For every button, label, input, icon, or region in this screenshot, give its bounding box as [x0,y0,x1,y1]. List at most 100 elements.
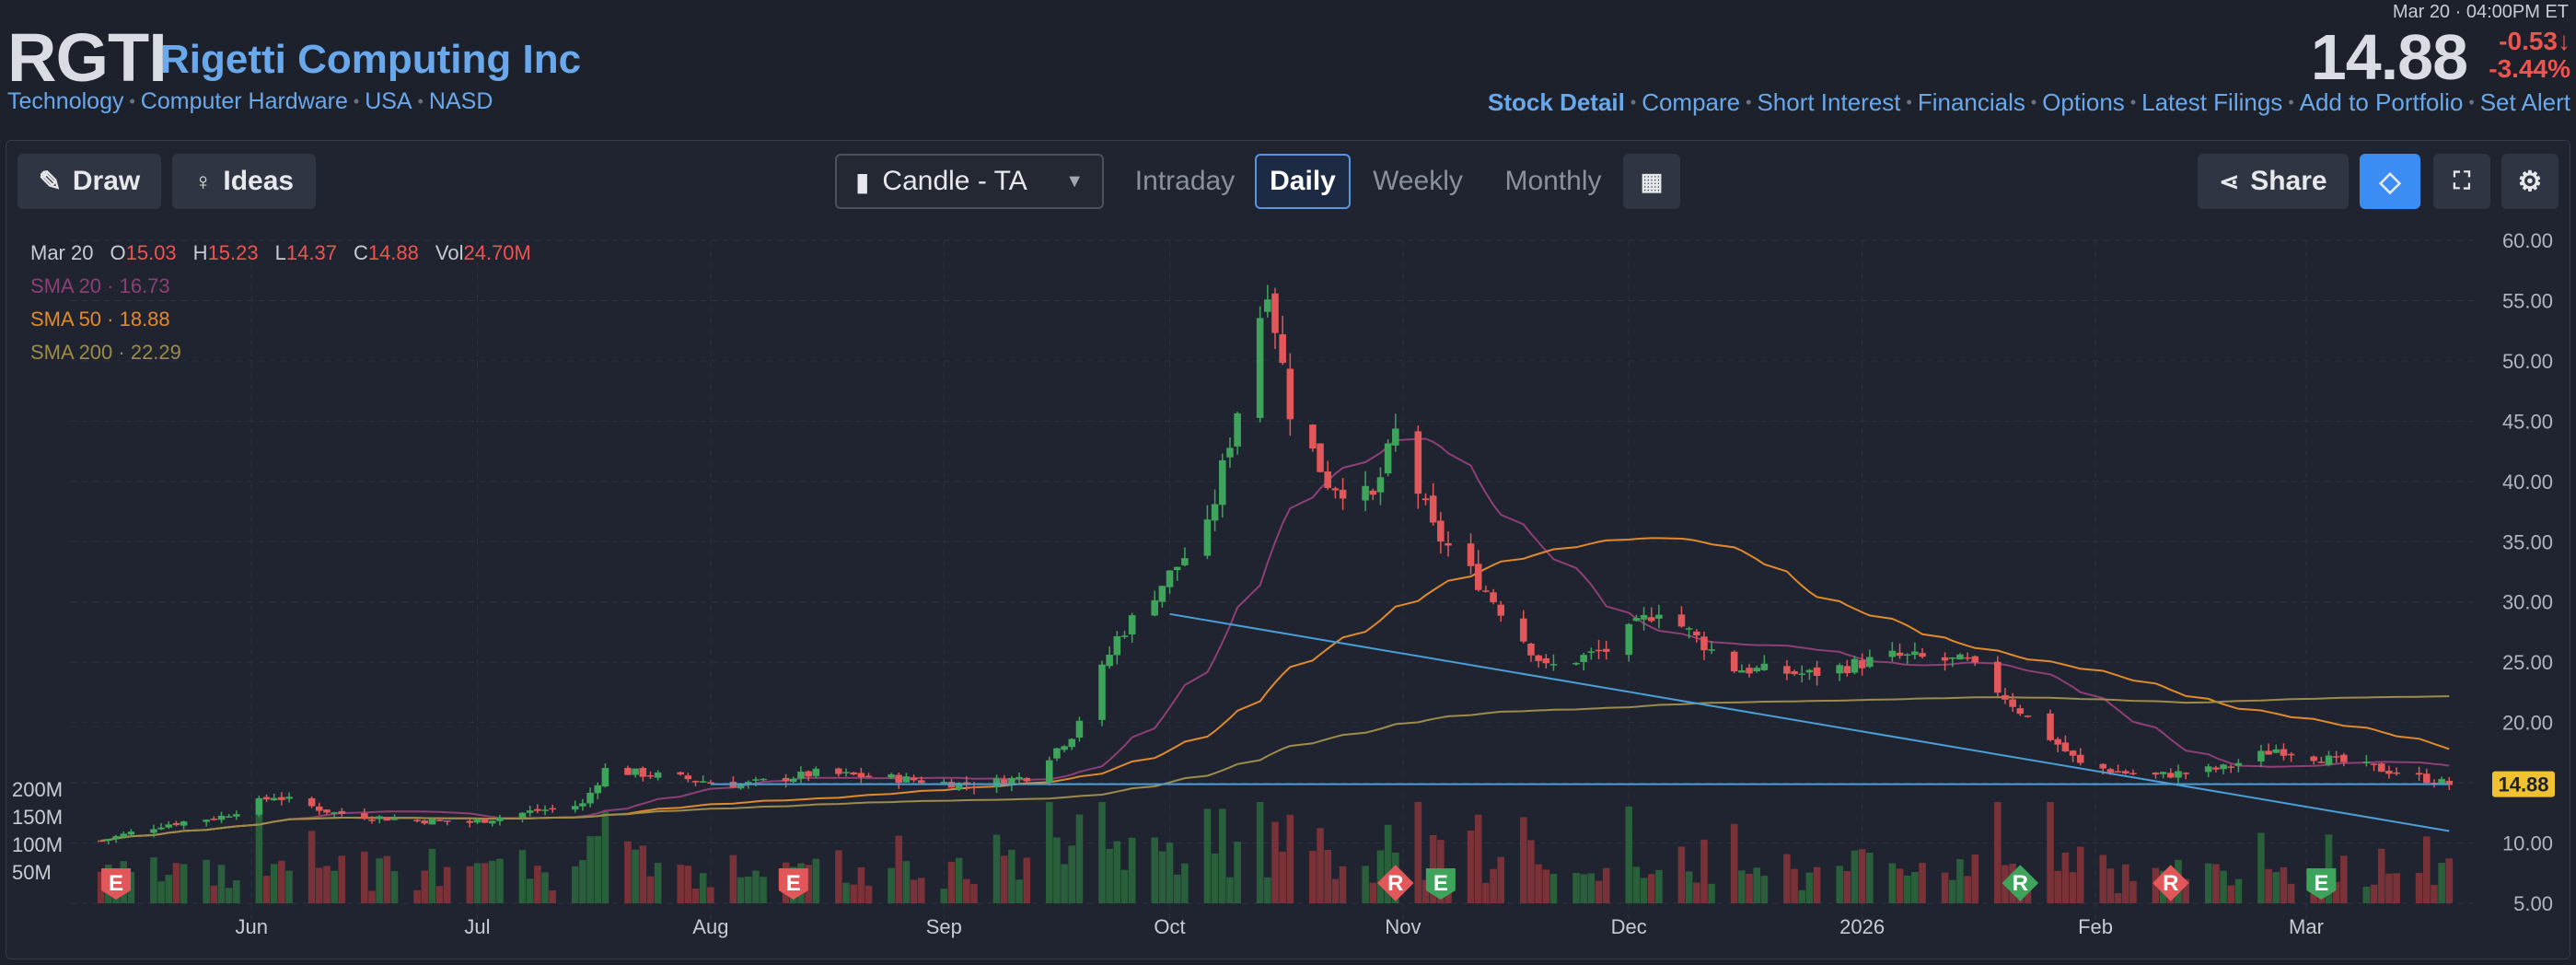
volume-bar [1700,839,1708,903]
date-range-button[interactable]: ▦ [1623,154,1680,209]
volume-bar [2362,886,2371,903]
event-diamond [2152,865,2189,901]
candle-body [737,785,745,789]
volume-bar [97,871,105,903]
volume-bar [1023,857,1031,903]
volume-bar [278,860,285,903]
volume-bar [1602,867,1610,903]
quote-nav: Stock Detail • Compare • Short Interest • F… [1488,88,2570,116]
tab-daily[interactable]: Daily [1255,154,1351,209]
x-tick-label: Aug [692,915,728,938]
candle-body [383,817,391,821]
volume-bar [1369,882,1377,903]
candle-body [1120,635,1129,637]
volume-bar [1783,854,1791,903]
x-tick-label: Nov [1385,915,1421,938]
settings-button[interactable]: ⚙ [2501,154,2559,209]
volume-bar [2422,836,2431,903]
volume-bar [376,858,383,903]
y-tick-label: 45.00 [2502,410,2553,433]
tag-sector[interactable]: Technology [7,88,124,114]
volume-bar [1362,866,1369,903]
event-label: E [2314,871,2328,896]
candle-body [2377,763,2385,773]
company-name[interactable]: Rigetti Computing Inc [160,37,582,82]
tag-country[interactable]: USA [365,88,412,114]
candle-body [443,820,451,822]
candle-body [2047,713,2054,740]
volume-bar [699,873,707,903]
volume-bar [285,870,293,903]
event-marker-e: E [2306,868,2337,900]
event-shield [778,868,808,900]
link-set-alert[interactable]: Set Alert [2479,88,2570,116]
candle-body [1256,318,1264,418]
sma20-line [100,437,2450,842]
volume-bar [165,875,173,903]
volume-bar [1836,866,1843,903]
candle-body [368,820,376,821]
share-button[interactable]: ⋖ Share [2198,154,2349,209]
draw-button[interactable]: ✎ Draw [17,154,161,209]
volume-bar [331,870,338,903]
volume-bar [1813,866,1821,903]
candle-body [1971,656,1979,663]
trendline [1169,612,2450,832]
volume-bar [2265,868,2272,903]
volume-bars [97,802,2454,903]
y-tick-label: 50.00 [2502,350,2553,373]
candle-body [1783,666,1791,674]
candle-body [278,796,285,800]
candle-body [1384,443,1392,474]
tag-exchange[interactable]: NASD [428,88,493,114]
volume-bar [2061,852,2070,903]
chart-type-select[interactable]: ▮ Candle - TA ▼ [835,154,1104,209]
tab-monthly[interactable]: Monthly [1504,166,1602,196]
link-latest-filings[interactable]: Latest Filings [2141,88,2283,116]
candle-body [534,808,541,811]
tag-industry[interactable]: Computer Hardware [140,88,348,114]
link-compare[interactable]: Compare [1642,88,1741,116]
quote-time: Mar 20 · 04:00PM ET [2392,2,2569,22]
candle-body [307,798,316,807]
tab-weekly[interactable]: Weekly [1373,166,1463,196]
link-short-interest[interactable]: Short Interest [1757,88,1901,116]
premium-button[interactable]: ◇ [2360,154,2420,209]
candle-body [1128,615,1136,634]
x-tick-label: Sep [926,915,962,938]
y-tick-label: 5.00 [2513,892,2553,915]
volume-bar [760,877,767,903]
candle-body [1158,586,1166,602]
link-add-to-portfolio[interactable]: Add to Portfolio [2299,88,2464,116]
volume-bar [1805,872,1814,903]
candle-body [481,818,489,823]
ideas-button[interactable]: ♀ Ideas [172,154,316,209]
candle-body [285,796,293,799]
event-diamond [2002,865,2039,901]
candle-body [2159,772,2167,774]
x-tick-label: Jul [464,915,490,938]
legend-low: 14.37 [285,241,337,264]
event-shield [1425,868,1456,900]
candle-body [910,777,918,781]
link-stock-detail[interactable]: Stock Detail [1488,88,1625,116]
y-tick-label: 30.00 [2502,591,2553,614]
candle-body [1535,655,1542,661]
price-chart[interactable]: E E R E R R E 60.00 55.00 50.00 45.00 40.00 35.00 30… [6,141,2571,960]
link-options[interactable]: Options [2042,88,2125,116]
link-financials[interactable]: Financials [1917,88,2025,116]
volume-bar [2272,872,2280,903]
candle-body [1994,661,2002,693]
price-change: -0.53↓ -3.44% [2489,28,2570,83]
candle-body [917,780,925,784]
volume-bar [1173,874,1181,903]
tab-intraday[interactable]: Intraday [1134,166,1236,196]
candle-body [1113,635,1121,656]
volume-bar [684,866,692,903]
volume-bar [2370,884,2378,903]
y-tick-label: 35.00 [2502,530,2553,553]
candle-body [1791,670,1798,675]
candle-body [203,820,210,822]
volume-bar [1956,859,1964,903]
fullscreen-button[interactable]: ⛶ [2433,154,2490,209]
